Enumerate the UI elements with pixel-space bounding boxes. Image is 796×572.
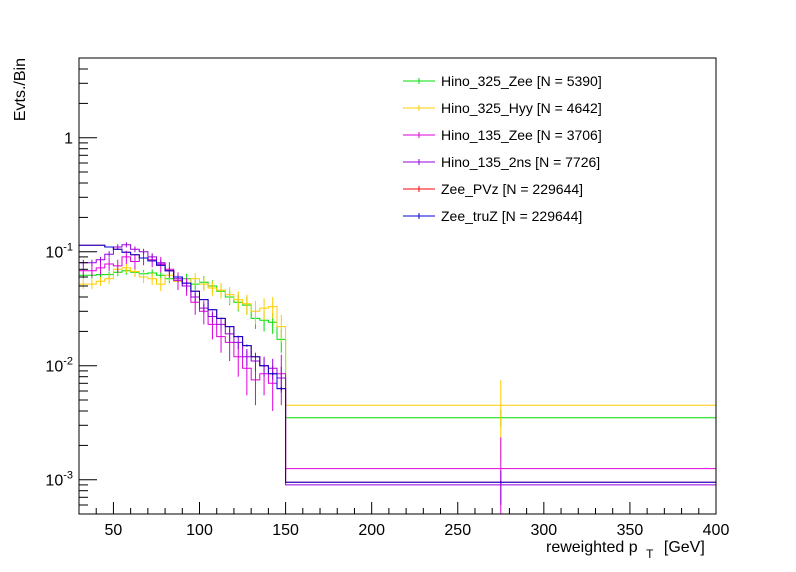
y-tick-base: 10 xyxy=(45,245,63,262)
x-axis-title-main: reweighted p xyxy=(546,539,638,556)
legend: Hino_325_Zee [N = 5390] Hino_325_Hyy [N =… xyxy=(403,73,602,224)
series-step-line xyxy=(79,244,716,514)
legend-entry: Hino_135_Zee [N = 3706] xyxy=(403,127,602,143)
series-step-line xyxy=(79,256,716,514)
y-tick-exponent: -1 xyxy=(63,242,73,254)
x-axis-title-unit: [GeV] xyxy=(664,539,705,556)
x-tick-label: 50 xyxy=(105,522,123,539)
series-step-line xyxy=(79,267,716,514)
x-tick-label: 300 xyxy=(530,522,557,539)
series-layer xyxy=(79,242,716,514)
x-tick-label: 250 xyxy=(444,522,471,539)
series-5 xyxy=(79,244,716,514)
y-tick-label: 10-1 xyxy=(45,242,73,262)
legend-label: Zee_truZ [N = 229644] xyxy=(441,208,582,224)
x-tick-label: 150 xyxy=(272,522,299,539)
series-4 xyxy=(79,244,716,514)
legend-entry: Hino_135_2ns [N = 7726] xyxy=(403,154,600,170)
legend-entry: Zee_truZ [N = 229644] xyxy=(403,208,582,224)
y-tick-exponent: -3 xyxy=(63,470,73,482)
legend-label: Hino_325_Hyy [N = 4642] xyxy=(441,100,602,116)
series-step-line xyxy=(79,244,716,514)
x-tick-label: 200 xyxy=(358,522,385,539)
y-tick-exponent: -2 xyxy=(63,356,73,368)
legend-entry: Hino_325_Zee [N = 5390] xyxy=(403,73,602,89)
y-tick-label: 1 xyxy=(64,131,73,148)
y-axis-title: Evts./Bin xyxy=(12,58,29,121)
x-axis-title-sub: T xyxy=(646,547,654,561)
legend-label: Hino_325_Zee [N = 5390] xyxy=(441,73,602,89)
legend-entry: Zee_PVz [N = 229644] xyxy=(403,181,583,197)
x-axis-title: reweighted p T [GeV] xyxy=(546,539,705,562)
y-tick-label: 10-2 xyxy=(45,356,73,376)
legend-entry: Hino_325_Hyy [N = 4642] xyxy=(403,100,602,116)
series-3 xyxy=(79,242,716,514)
plot-frame xyxy=(78,57,717,515)
series-2 xyxy=(79,250,716,514)
y-tick-label: 10-3 xyxy=(45,470,73,490)
legend-label: Zee_PVz [N = 229644] xyxy=(441,181,583,197)
y-tick-base: 10 xyxy=(45,359,63,376)
x-tick-label: 400 xyxy=(703,522,730,539)
series-step-line xyxy=(79,270,716,514)
y-tick-base: 10 xyxy=(45,473,63,490)
x-tick-label: 350 xyxy=(617,522,644,539)
series-1 xyxy=(79,263,716,514)
legend-label: Hino_135_Zee [N = 3706] xyxy=(441,127,602,143)
x-tick-label: 100 xyxy=(186,522,213,539)
series-step-line xyxy=(79,244,716,514)
series-0 xyxy=(79,267,716,514)
legend-label: Hino_135_2ns [N = 7726] xyxy=(441,154,600,170)
y-tick-base: 1 xyxy=(64,131,73,148)
